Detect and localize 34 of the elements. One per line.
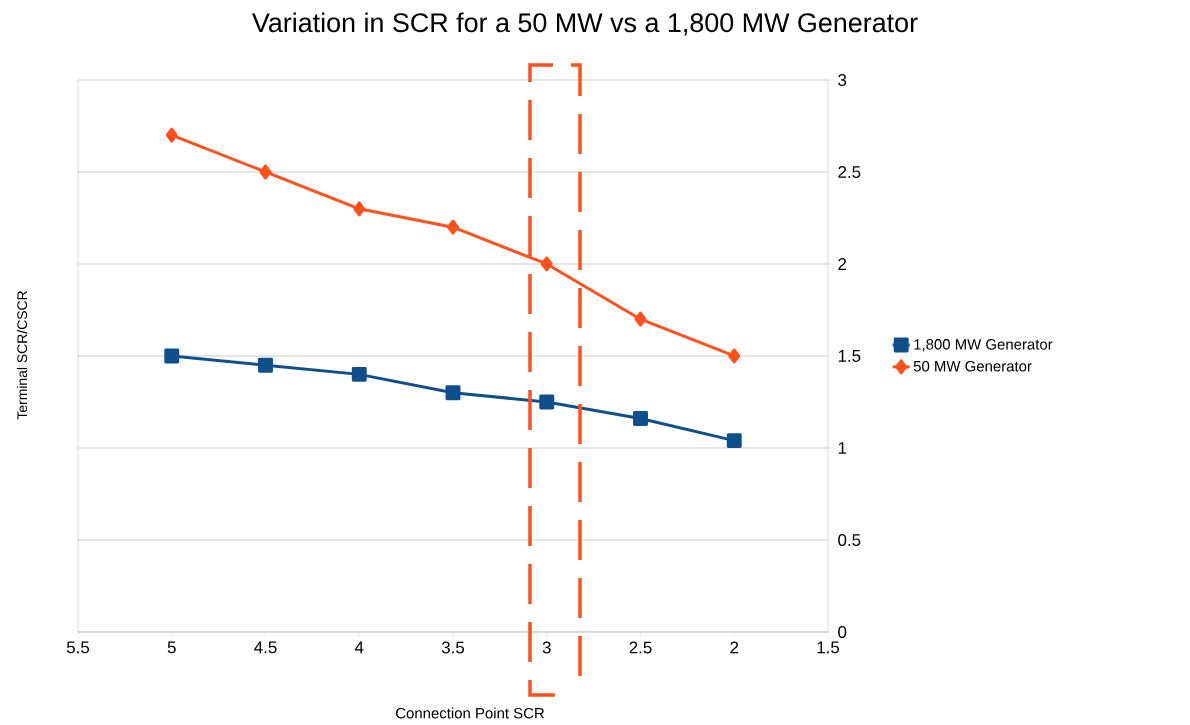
point xyxy=(540,256,553,272)
y-tick-label: 0.5 xyxy=(838,533,861,546)
x-tick-label: 5.5 xyxy=(66,641,90,654)
y-tick-label: 1 xyxy=(838,442,847,454)
x-tick-label: 2.5 xyxy=(629,641,652,654)
y-tick-label: 3 xyxy=(838,73,847,86)
x-tick-label: 3 xyxy=(542,641,551,654)
x-tick-label: 2 xyxy=(730,641,739,654)
point xyxy=(726,433,742,449)
point xyxy=(353,201,366,217)
y-tick-label: 2 xyxy=(838,258,847,270)
x-axis-title: Connection Point SCR xyxy=(396,707,545,719)
x-tick-label: 4.5 xyxy=(254,641,277,654)
point xyxy=(447,219,459,235)
point xyxy=(165,127,178,143)
x-tick-label: 3.5 xyxy=(441,641,465,654)
point xyxy=(351,366,367,382)
chart-title: Variation in SCR for a 50 MW vs a 1,800 MW Generator xyxy=(252,12,918,36)
x-tick-label: 5 xyxy=(167,641,176,654)
y-axis-title: Terminal SCR/CSCR xyxy=(16,290,28,420)
point xyxy=(634,311,647,327)
point xyxy=(258,357,273,373)
y-tick-label: 2.5 xyxy=(838,165,861,178)
x-tick-label: 4 xyxy=(354,641,364,654)
point xyxy=(539,394,555,410)
y-tick-label: 0 xyxy=(838,625,847,638)
legend-label: 50 MW Generator xyxy=(913,360,1032,372)
y-tick-label: 1.5 xyxy=(838,350,861,362)
point xyxy=(633,411,648,427)
point xyxy=(164,348,180,364)
legend-label: 1,800 MW Generator xyxy=(914,339,1053,352)
point xyxy=(445,385,461,401)
point xyxy=(728,348,741,364)
point xyxy=(259,164,272,180)
